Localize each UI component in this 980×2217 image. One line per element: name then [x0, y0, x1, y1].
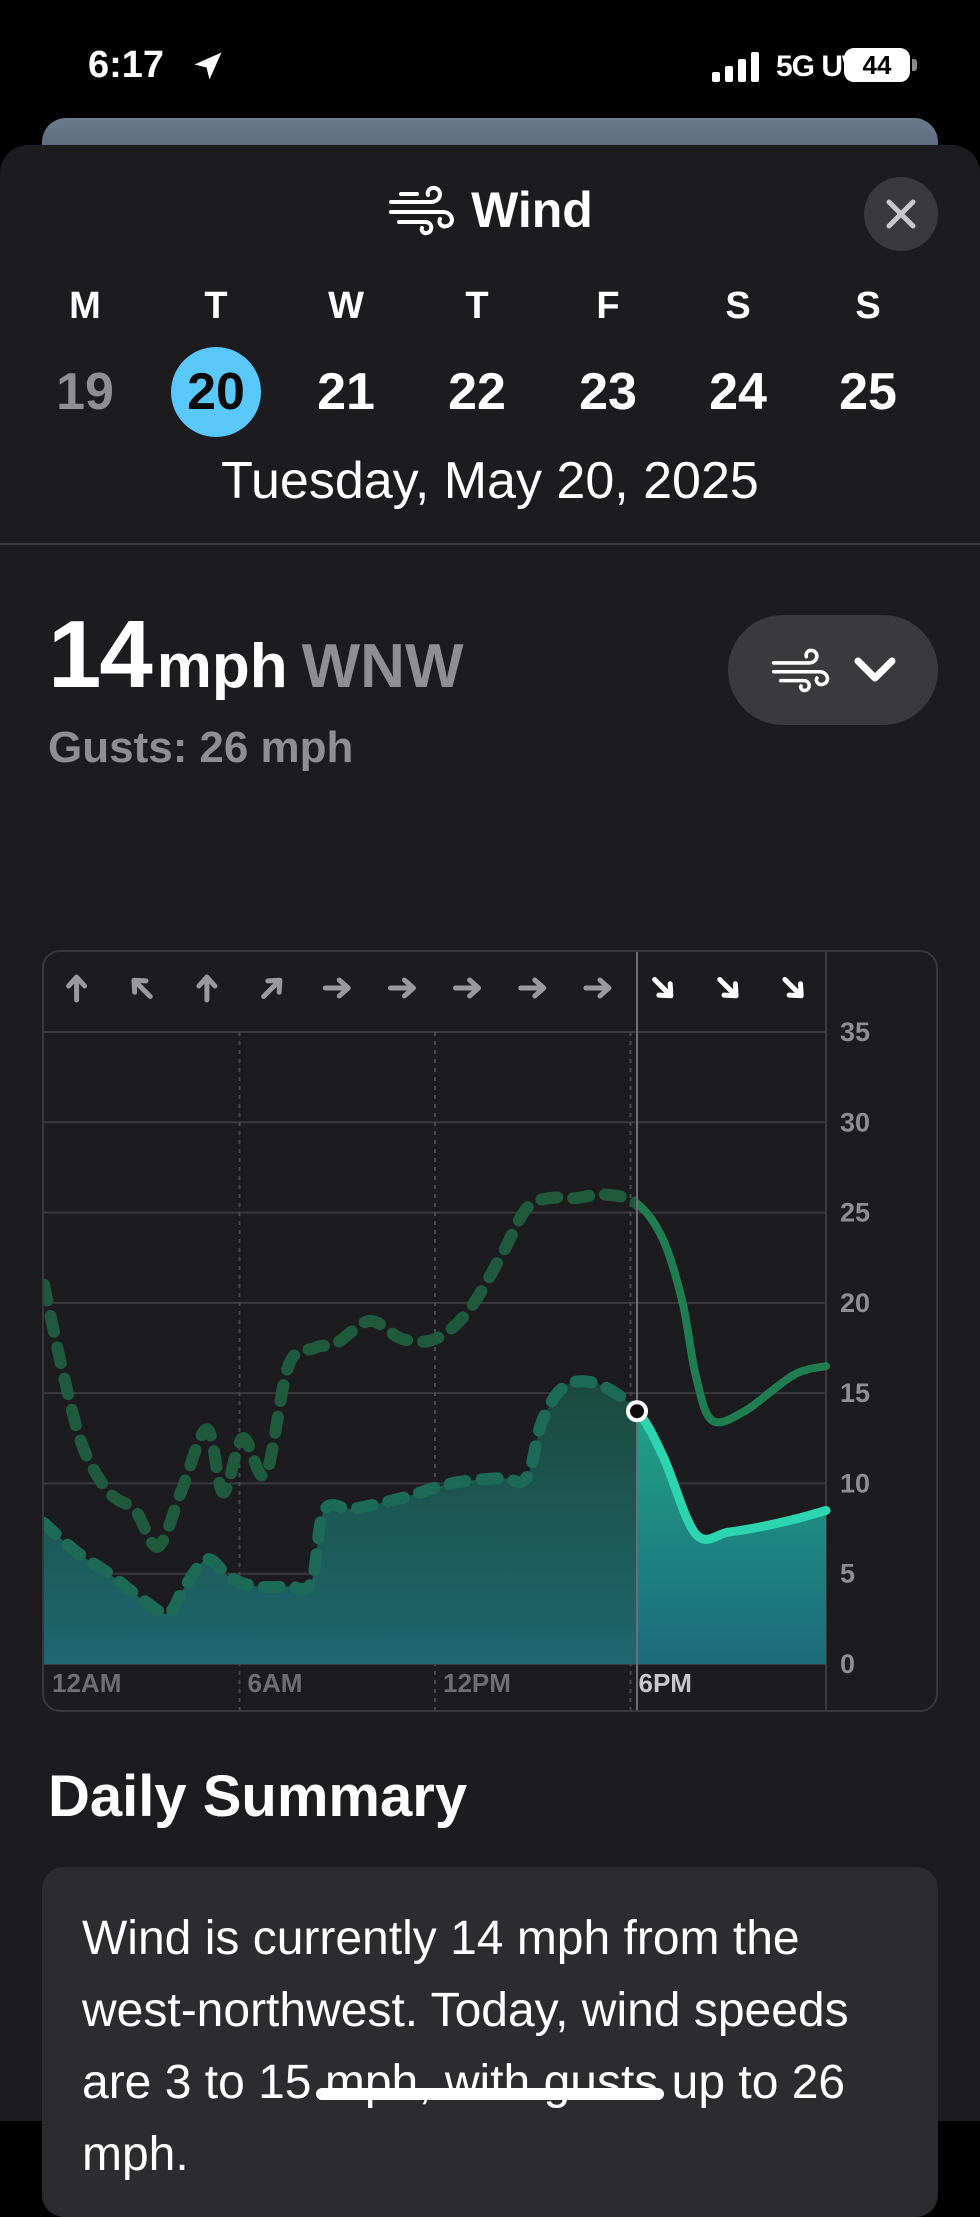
y-tick-label: 25 [840, 1198, 870, 1228]
wind-speed-unit: mph [156, 632, 288, 701]
summary-text: Wind is currently 14 mph from the west-n… [82, 1912, 849, 2181]
wind-direction-arrow-icon [652, 977, 674, 999]
cellular-signal-icon [712, 52, 759, 82]
day-letter: F [596, 285, 620, 327]
wind-direction-arrow-icon [583, 977, 612, 999]
location-arrow-icon [194, 52, 222, 80]
wind-sheet: Wind M 19 T 20 W 21 T 22 F 23 S [0, 145, 980, 2217]
gusts-readout: Gusts: 26 mph [48, 723, 353, 773]
y-tick-label: 35 [840, 1017, 870, 1047]
day-number: 24 [709, 363, 767, 421]
wind-direction-arrow-icon [518, 977, 547, 999]
selected-date: Tuesday, May 20, 2025 [221, 452, 759, 510]
y-tick-label: 20 [840, 1288, 870, 1318]
gusts-value: 26 mph [199, 723, 354, 772]
wind-direction: WNW [301, 632, 464, 701]
wind-speed-value: 14 [48, 601, 153, 708]
divider [0, 543, 980, 545]
close-button[interactable] [864, 177, 938, 251]
chart-type-menu-button[interactable] [728, 615, 938, 725]
wind-line-forecast [637, 1404, 831, 1544]
selected-day-highlight [171, 347, 261, 437]
day-number: 25 [839, 363, 897, 421]
gusts-line-past [44, 1188, 638, 1553]
wind-direction-arrow-icon [717, 977, 739, 999]
wind-direction-arrow-icon [453, 977, 482, 999]
day-letter: T [204, 285, 228, 327]
wind-direction-arrow-icon [131, 977, 153, 999]
day-number: 19 [56, 363, 114, 421]
wind-direction-arrow-icon [782, 977, 804, 999]
wind-direction-arrow-icon [322, 977, 351, 999]
x-tick-label: 6AM [248, 1668, 303, 1698]
status-bar: 6:17 5G UW 44 [0, 0, 980, 130]
close-icon [886, 199, 916, 229]
wind-direction-arrow-icon [66, 974, 88, 1003]
y-tick-label: 30 [840, 1107, 870, 1137]
chevron-down-icon [854, 657, 896, 682]
summary-title: Daily Summary [48, 1764, 468, 1829]
day-letter: S [855, 285, 881, 327]
day-number: 20 [187, 363, 245, 421]
battery-icon: 44 [844, 48, 910, 82]
wind-chart[interactable]: 35 30 25 20 15 10 5 0 12AM 6AM 12PM 6PM [42, 950, 938, 1712]
x-tick-label: 12PM [443, 1668, 511, 1698]
gusts-label: Gusts: [48, 723, 188, 772]
wind-icon [389, 185, 455, 236]
wind-direction-arrow-icon [387, 977, 416, 999]
wind-icon [771, 648, 830, 693]
day-picker: M 19 T 20 W 21 T 22 F 23 S 24 S 25 [0, 285, 980, 437]
wind-direction-arrow-icon [196, 974, 218, 1003]
sheet-title: Wind [471, 182, 593, 238]
y-tick-label: 5 [840, 1559, 855, 1589]
current-wind-readout: 14 mph WNW [48, 600, 463, 710]
x-tick-label: 12AM [52, 1668, 121, 1698]
day-letter: W [328, 285, 364, 327]
y-tick-label: 15 [840, 1378, 870, 1408]
day-letter: M [69, 285, 101, 327]
x-tick-label: 6PM [639, 1668, 692, 1698]
y-tick-label: 10 [840, 1468, 870, 1498]
home-indicator[interactable] [316, 2088, 664, 2100]
day-number: 22 [448, 363, 506, 421]
day-number: 23 [579, 363, 637, 421]
wind-area-forecast [637, 1411, 826, 1664]
gusts-line-forecast [637, 1198, 830, 1427]
wind-area-past [44, 1381, 638, 1664]
wind-line-past [44, 1375, 638, 1620]
day-letter: T [465, 285, 489, 327]
y-tick-label: 0 [840, 1649, 855, 1679]
battery-nub [912, 59, 917, 71]
wind-direction-arrow-icon [261, 977, 283, 999]
wind-chart-svg: 35 30 25 20 15 10 5 0 12AM 6AM 12PM 6PM [44, 952, 870, 1710]
sheet-header: Wind [0, 181, 980, 251]
summary-card: Wind is currently 14 mph from the west-n… [42, 1867, 938, 2217]
current-value-marker [626, 1400, 649, 1423]
status-time: 6:17 [88, 44, 165, 86]
day-letter: S [725, 285, 751, 327]
day-number: 21 [317, 363, 375, 421]
